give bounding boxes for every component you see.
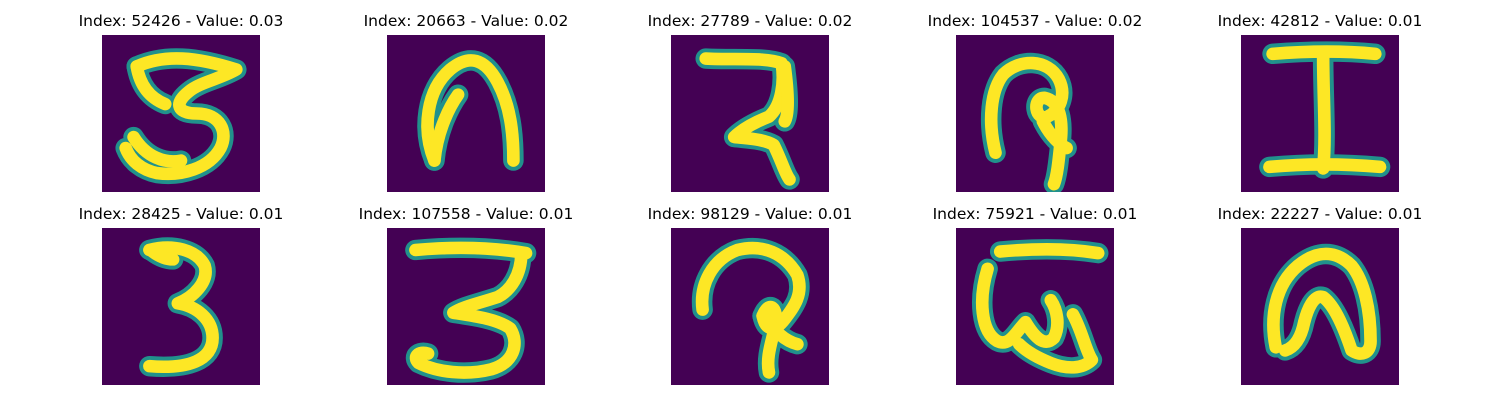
glyph-stroke [409, 246, 528, 379]
panel-title: Index: 52426 - Value: 0.03 [78, 12, 284, 30]
glyph-stroke [1316, 50, 1331, 175]
glyph-stroke [975, 262, 1064, 349]
glyph-drawing [405, 237, 537, 383]
panel-title: Index: 98129 - Value: 0.01 [647, 205, 853, 223]
glyph-stroke [993, 243, 1105, 260]
glyph-stroke [778, 60, 795, 128]
glyph-stroke [119, 52, 243, 181]
glyph-drawing [1259, 41, 1391, 179]
glyph-stroke [695, 241, 806, 379]
glyph-drawing [115, 48, 247, 184]
panel-title: Index: 27789 - Value: 0.02 [647, 12, 853, 30]
glyph-drawing [972, 239, 1109, 378]
glyph-drawing [139, 237, 223, 377]
glyph-stroke [409, 241, 533, 260]
panel-title: Index: 75921 - Value: 0.01 [932, 205, 1138, 223]
glyph-stroke [699, 52, 796, 186]
panel-title: Index: 28425 - Value: 0.01 [78, 205, 284, 223]
digit-image [102, 228, 260, 385]
glyph-stroke [146, 245, 180, 266]
digit-image [671, 35, 829, 192]
digit-image [956, 35, 1114, 192]
digit-image [1241, 35, 1399, 192]
panel-title: Index: 20663 - Value: 0.02 [363, 12, 569, 30]
glyph-stroke [1267, 247, 1377, 360]
digit-image [387, 228, 545, 385]
glyph-drawing [1263, 243, 1381, 364]
glyph-stroke [1036, 115, 1073, 155]
digit-image [387, 35, 545, 192]
glyph-stroke [143, 241, 219, 374]
digit-image [1241, 228, 1399, 385]
glyph-stroke [130, 60, 172, 111]
panel-title: Index: 42812 - Value: 0.01 [1217, 12, 1423, 30]
digit-image [102, 35, 260, 192]
glyph-stroke [1263, 158, 1387, 174]
panel-title: Index: 107558 - Value: 0.01 [358, 205, 574, 223]
glyph-drawing [691, 237, 810, 383]
glyph-stroke [756, 309, 804, 351]
glyph-stroke [421, 54, 520, 167]
digit-image [956, 228, 1114, 385]
digit-image [671, 228, 829, 385]
glyph-drawing [417, 50, 524, 171]
panel-title: Index: 22227 - Value: 0.01 [1217, 205, 1423, 223]
glyph-stroke [1266, 45, 1382, 61]
glyph-drawing [695, 48, 800, 190]
glyph-stroke [1012, 308, 1099, 374]
glyph-stroke [428, 88, 465, 167]
glyph-drawing [980, 52, 1077, 192]
panel-title: Index: 104537 - Value: 0.02 [927, 12, 1143, 30]
